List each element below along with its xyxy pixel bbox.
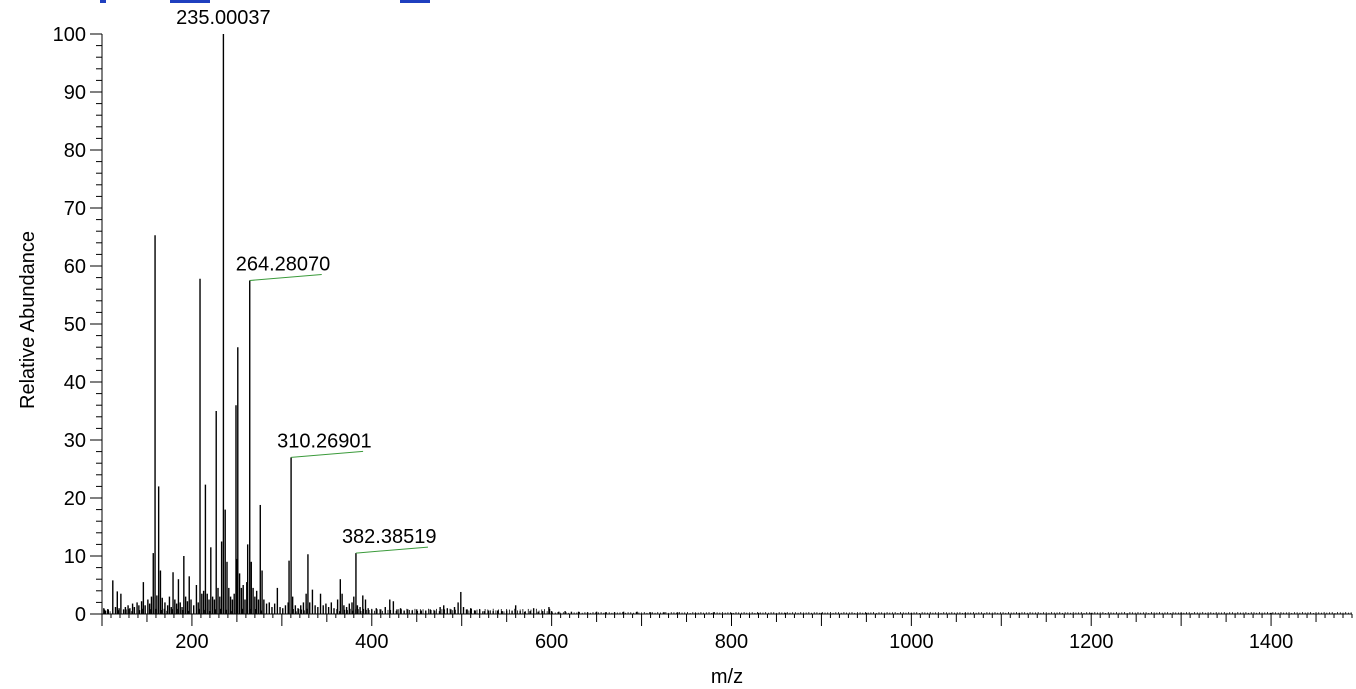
y-tick-label: 50 <box>64 314 86 336</box>
x-tick-label: 400 <box>355 631 388 653</box>
x-tick-label: 1000 <box>889 631 934 653</box>
top-strip-segment <box>400 0 430 3</box>
peak-series <box>101 34 1352 614</box>
y-tick-label: 30 <box>64 430 86 452</box>
y-tick-label: 20 <box>64 488 86 510</box>
y-tick-label: 100 <box>53 24 86 46</box>
peak-label: 310.26901 <box>277 430 372 452</box>
x-tick-label: 200 <box>175 631 208 653</box>
x-axis-title: m/z <box>711 666 743 688</box>
top-header-strip <box>100 0 480 4</box>
y-tick-label: 10 <box>64 546 86 568</box>
peak-label-leader <box>355 546 428 554</box>
top-strip-segment <box>100 0 106 3</box>
y-tick-label: 70 <box>64 198 86 220</box>
y-tick-label: 80 <box>64 140 86 162</box>
peak-annotations: 235.00037 264.28070 310.26901 382.38519 <box>176 7 437 554</box>
y-tick-label: 60 <box>64 256 86 278</box>
x-tick-label: 1400 <box>1249 631 1294 653</box>
y-tick-label: 0 <box>75 604 86 626</box>
peak-label: 235.00037 <box>176 7 271 29</box>
x-tick-label: 1200 <box>1069 631 1114 653</box>
x-tick-label: 600 <box>535 631 568 653</box>
peak-label-leader <box>249 274 322 281</box>
x-tick-label: 800 <box>715 631 748 653</box>
y-axis: 0 10 20 30 40 50 60 70 80 90 100 <box>53 24 103 626</box>
y-axis-title: Relative Abundance <box>17 231 39 409</box>
y-tick-label: 90 <box>64 82 86 104</box>
peak-label-leader <box>291 450 364 458</box>
top-strip-segment <box>170 0 210 3</box>
x-axis: 200 400 600 800 1000 1200 1400 <box>101 613 1353 653</box>
peak-label: 264.28070 <box>236 254 331 276</box>
peak-label: 382.38519 <box>342 526 437 548</box>
y-tick-label: 40 <box>64 372 86 394</box>
